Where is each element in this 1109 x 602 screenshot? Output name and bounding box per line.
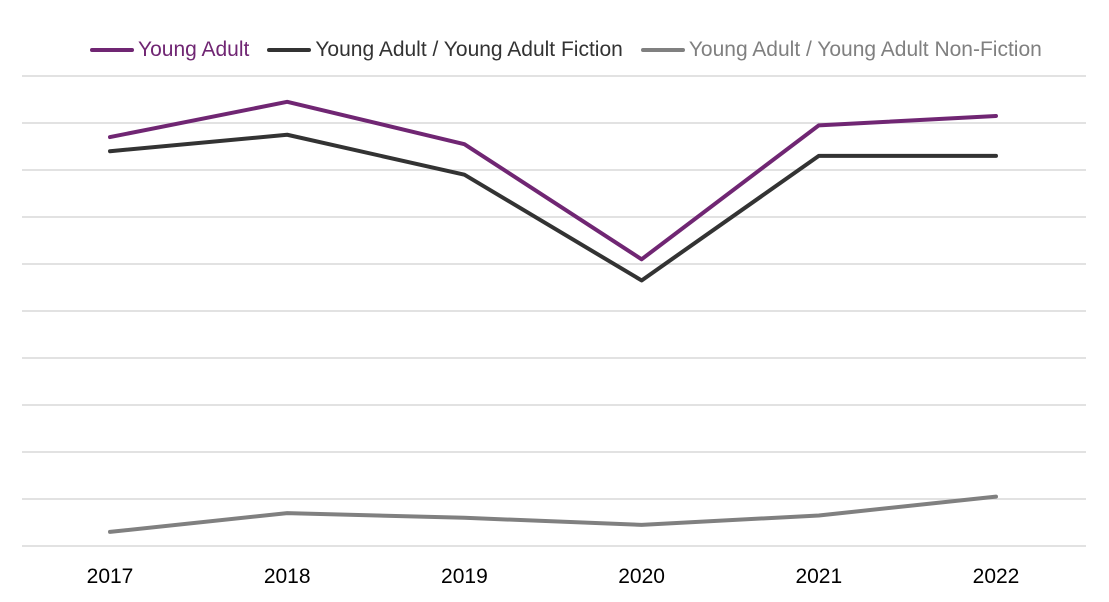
- x-tick-label: 2022: [973, 565, 1020, 588]
- x-tick-label: 2019: [441, 565, 488, 588]
- legend-swatch-young-adult-fiction: [267, 48, 312, 52]
- series-lines: [108, 99, 998, 534]
- legend-item-young-adult-fiction: Young Adult / Young Adult Fiction: [267, 38, 623, 62]
- legend-label-young-adult: Young Adult: [138, 38, 250, 61]
- legend-label-young-adult-non-fiction: Young Adult / Young Adult Non-Fiction: [688, 38, 1042, 61]
- x-tick-label: 2020: [618, 565, 665, 588]
- legend-item-young-adult-non-fiction: Young Adult / Young Adult Non-Fiction: [640, 38, 1042, 62]
- legend-label-young-adult-fiction: Young Adult / Young Adult Fiction: [315, 38, 623, 61]
- x-axis-tick-labels: 2017 2018 2019 2020 2021 2022: [87, 565, 1020, 588]
- legend: Young Adult Young Adult / Young Adult Fi…: [90, 38, 1042, 62]
- x-tick-label: 2017: [87, 565, 134, 588]
- series-line-2: [108, 132, 998, 283]
- legend-swatch-young-adult-non-fiction: [640, 48, 685, 52]
- series-line-3: [108, 494, 998, 534]
- x-tick-label: 2018: [264, 565, 311, 588]
- x-tick-label: 2021: [795, 565, 842, 588]
- gridlines: [22, 75, 1086, 547]
- legend-item-young-adult: Young Adult: [90, 38, 249, 62]
- legend-swatch-young-adult: [90, 48, 134, 52]
- series-line-1: [108, 99, 998, 262]
